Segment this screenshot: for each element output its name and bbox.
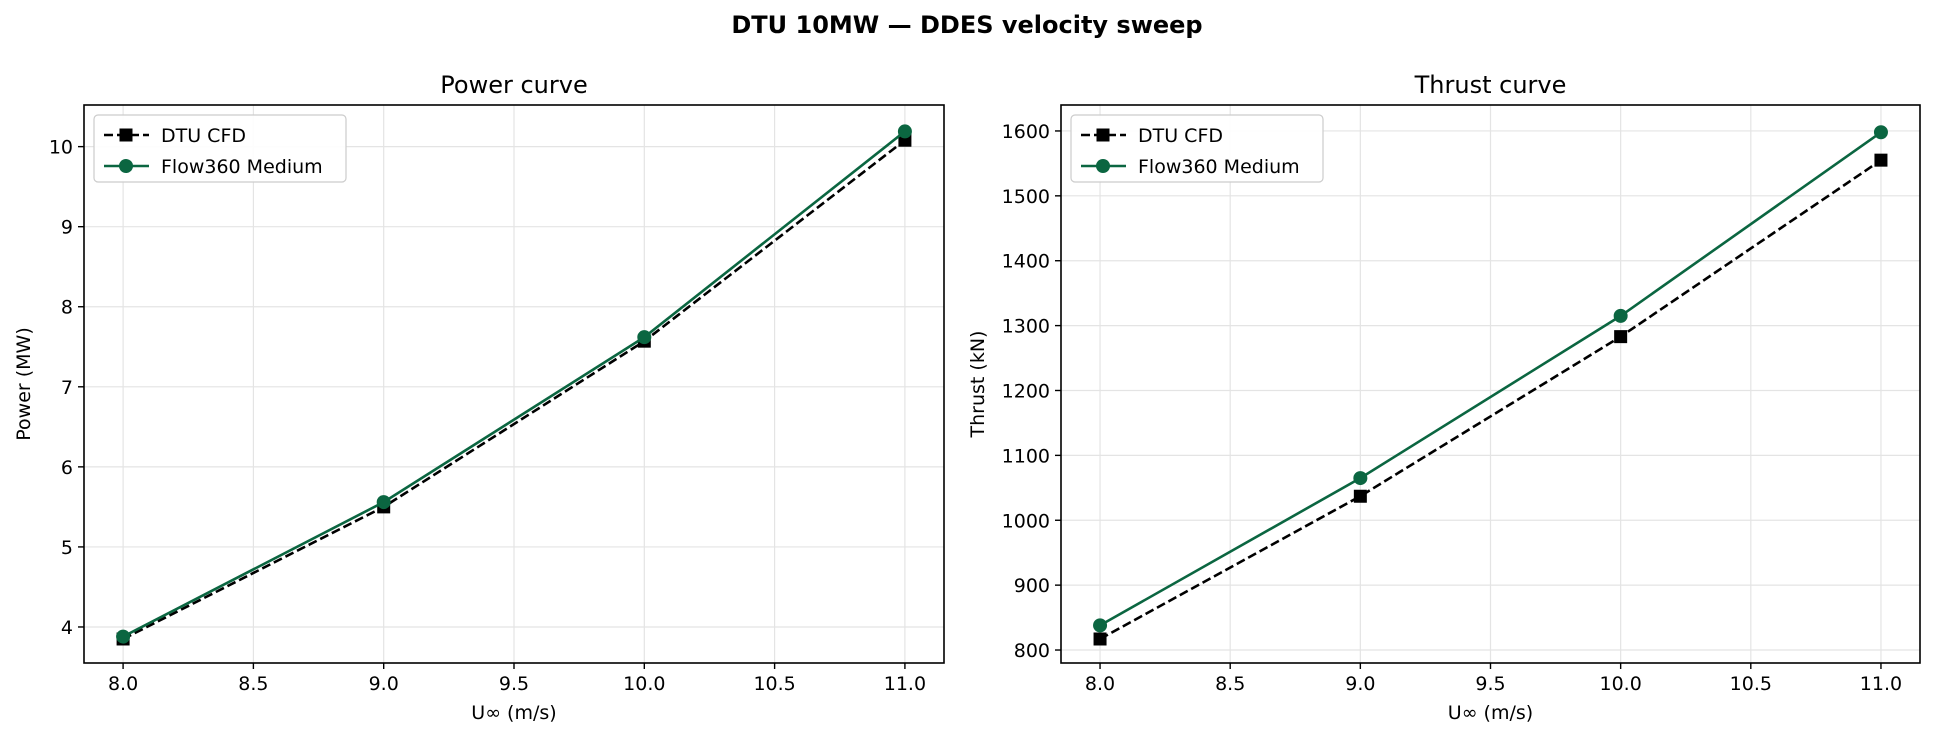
legend-label-1: DTU CFD [1138, 125, 1223, 147]
legend-label-1: DTU CFD [161, 125, 246, 147]
figure-title: DTU 10MW — DDES velocity sweep [731, 11, 1202, 39]
legend-label-2: Flow360 Medium [161, 156, 323, 178]
y-tick-label: 1400 [1002, 251, 1050, 273]
y-tick-label: 8 [61, 297, 73, 319]
data-point-1-3 [1614, 330, 1628, 344]
x-tick-label: 10.0 [623, 673, 665, 695]
y-tick-label: 5 [61, 537, 73, 559]
y-tick-label: 1300 [1002, 316, 1050, 338]
legend-box [93, 114, 347, 183]
x-tick-label: 9.0 [1345, 673, 1375, 695]
series-line-2 [122, 130, 906, 638]
data-point-2-1 [1093, 618, 1108, 633]
series-line-1 [1099, 159, 1882, 641]
thrust-y-axis-label: Thrust (kN) [967, 331, 989, 439]
y-tick-label: 10 [49, 137, 73, 159]
thrust-legend: DTU CFD Flow360 Medium [1070, 114, 1324, 183]
y-tick-label: 6 [61, 457, 73, 479]
x-tick-label: 8.0 [108, 673, 138, 695]
y-tick-label: 4 [61, 617, 73, 639]
x-tick-label: 10.5 [753, 673, 795, 695]
data-point-1-4 [1874, 153, 1888, 167]
data-point-2-3 [637, 330, 652, 345]
charts-container: 8.0 8.5 9.0 9.5 10.0 10.5 11.0 4 5 6 7 8 9 10 Power cu… [13, 71, 1921, 724]
data-point-2-2 [376, 495, 391, 510]
y-tick-label: 1500 [1002, 186, 1050, 208]
y-tick-label: 1000 [1002, 510, 1050, 532]
legend-marker-2 [1096, 159, 1110, 173]
x-tick-label: 11.0 [884, 673, 926, 695]
series-line-2 [1099, 131, 1882, 627]
legend-marker-2 [119, 159, 133, 173]
power-chart-title: Power curve [440, 71, 587, 99]
power-x-axis-label: U∞ (m/s) [471, 702, 556, 724]
data-point-2-1 [116, 629, 131, 644]
y-tick-label: 7 [61, 377, 73, 399]
series-line-1 [122, 139, 906, 641]
x-tick-label: 8.5 [238, 673, 268, 695]
x-tick-label: 9.5 [499, 673, 529, 695]
power-legend: DTU CFD Flow360 Medium [93, 114, 347, 183]
data-point-2-4 [1873, 125, 1888, 140]
data-point-2-3 [1613, 308, 1628, 323]
legend-marker-1 [119, 128, 133, 142]
legend-box [1070, 114, 1324, 183]
x-tick-label: 11.0 [1860, 673, 1902, 695]
y-tick-label: 9 [61, 217, 73, 239]
y-tick-label: 1600 [1002, 121, 1050, 143]
legend-marker-1 [1096, 128, 1110, 142]
data-point-1-2 [1353, 489, 1367, 503]
y-tick-label: 1200 [1002, 380, 1050, 402]
power-y-axis-label: Power (MW) [13, 327, 35, 441]
x-tick-label: 10.5 [1730, 673, 1772, 695]
power-chart: 8.0 8.5 9.0 9.5 10.0 10.5 11.0 4 5 6 7 8 9 10 Power cu… [13, 71, 945, 724]
data-point-2-4 [897, 124, 912, 139]
x-tick-label: 9.0 [369, 673, 399, 695]
legend-label-2: Flow360 Medium [1138, 156, 1300, 178]
x-tick-label: 9.5 [1475, 673, 1505, 695]
x-tick-label: 8.0 [1085, 673, 1115, 695]
thrust-chart: 8.0 8.5 9.0 9.5 10.0 10.5 11.0 800 900 1000 1100 12… [967, 71, 1921, 724]
thrust-chart-title: Thrust curve [1414, 71, 1567, 99]
data-point-1-1 [1093, 632, 1107, 646]
x-tick-label: 8.5 [1215, 673, 1245, 695]
data-point-2-2 [1353, 471, 1368, 486]
y-tick-label: 900 [1014, 575, 1050, 597]
x-tick-label: 10.0 [1599, 673, 1641, 695]
thrust-x-axis-label: U∞ (m/s) [1448, 702, 1533, 724]
y-tick-label: 1100 [1002, 445, 1050, 467]
y-tick-label: 800 [1014, 640, 1050, 662]
